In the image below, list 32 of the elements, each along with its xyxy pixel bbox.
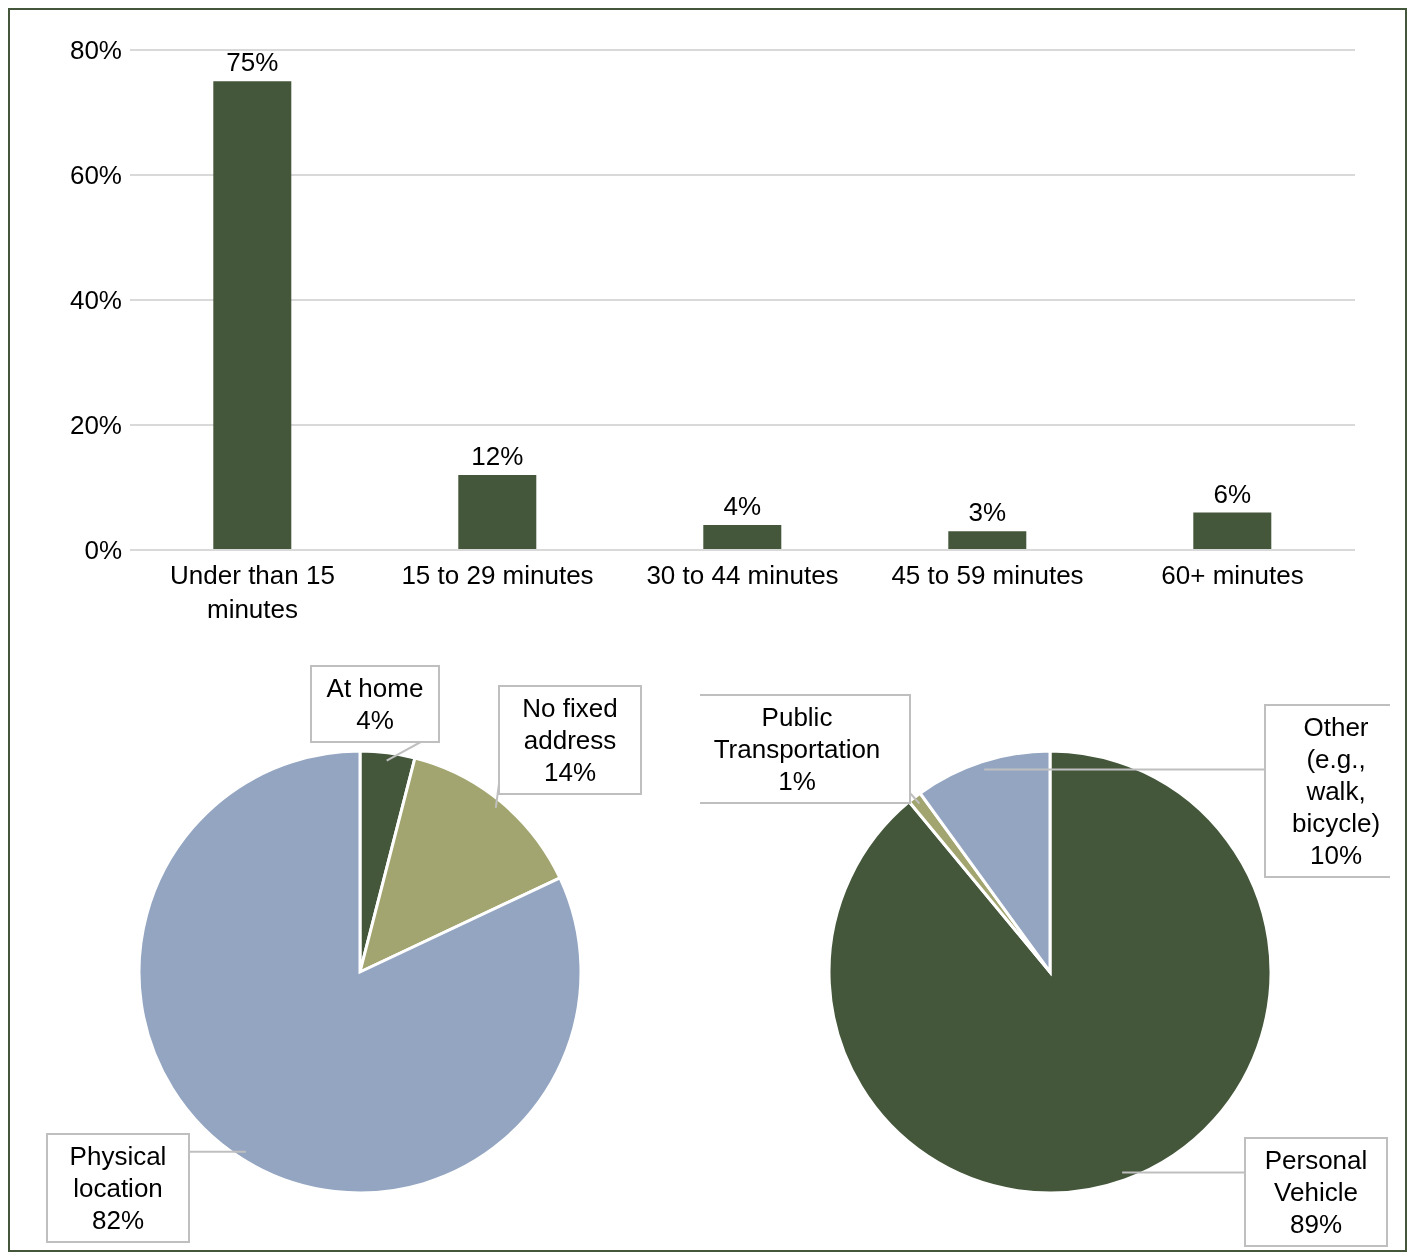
slice-label: Public Transportation	[713, 702, 881, 764]
x-tick-label: 45 to 59 minutes	[891, 560, 1084, 590]
bar	[703, 525, 782, 550]
data-label: 10%	[1309, 840, 1363, 870]
slice-label: At home	[326, 673, 424, 703]
data-label: 82%	[91, 1205, 145, 1235]
slice-label: Other (e.g., walk, bicycle)	[1291, 712, 1381, 838]
y-tick-label: 60%	[69, 160, 122, 191]
x-tick-label: 30 to 44 minutes	[646, 560, 839, 590]
x-tick-label: Under than 15 minutes	[170, 560, 335, 624]
data-label: 89%	[1289, 1209, 1343, 1239]
x-tick-label: 60+ minutes	[1161, 560, 1304, 590]
data-label: 4%	[356, 705, 394, 735]
x-tick-label: 15 to 29 minutes	[401, 560, 594, 590]
bar	[213, 81, 292, 550]
slice-label: Personal Vehicle	[1264, 1145, 1368, 1207]
slice-label: Physical location	[69, 1141, 167, 1203]
bar	[948, 531, 1027, 550]
data-label: 14%	[543, 757, 597, 787]
data-label: 75%	[226, 47, 279, 78]
data-label: 4%	[723, 491, 762, 521]
data-label: 6%	[1213, 478, 1252, 509]
data-label: 12%	[471, 441, 524, 471]
data-label: 3%	[968, 497, 1007, 528]
y-tick-label: 40%	[69, 285, 122, 316]
y-tick-label: 20%	[69, 410, 122, 441]
data-label: 1%	[778, 766, 816, 796]
bar	[458, 475, 537, 550]
bar	[1193, 512, 1272, 550]
slice-label: No fixed address	[522, 693, 618, 755]
y-tick-label: 80%	[69, 35, 122, 66]
y-tick-label: 0%	[84, 535, 122, 566]
